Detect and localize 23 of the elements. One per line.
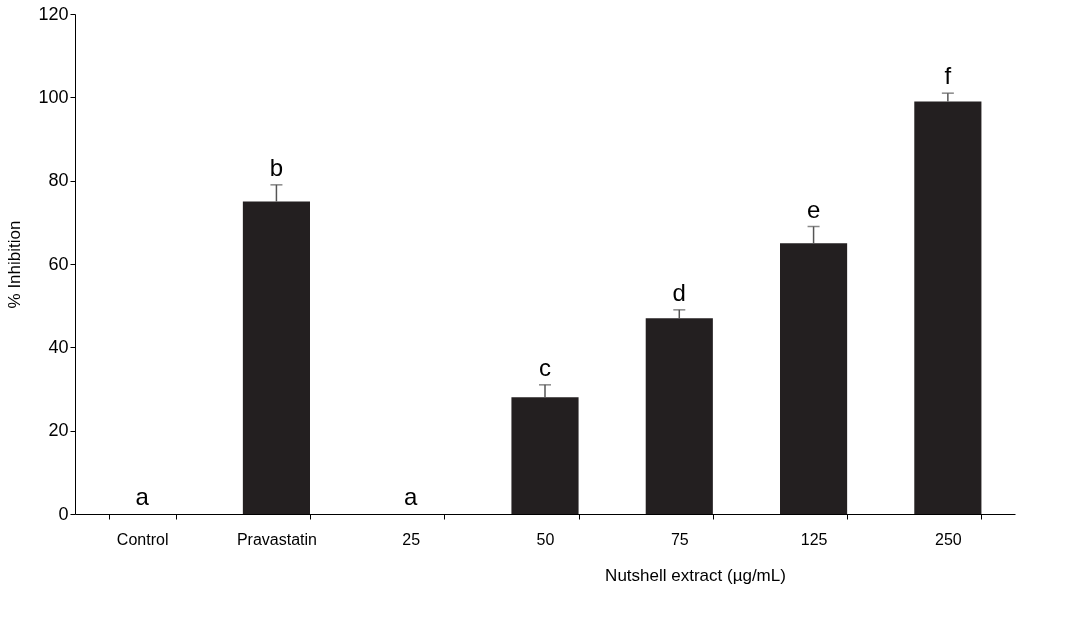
y-axis-title: % Inhibition — [5, 220, 25, 309]
y-tick-label: 100 — [38, 86, 69, 107]
annotation: d — [672, 278, 686, 306]
x-tick-label: 75 — [670, 530, 689, 548]
y-tick-label: 20 — [48, 420, 69, 441]
y-tick-label: 120 — [38, 3, 69, 24]
annotation: a — [404, 483, 419, 510]
x-axis-title: Nutshell extract (µg/mL) — [605, 565, 786, 585]
x-tick-label: 125 — [800, 530, 828, 548]
x-tick-label: 50 — [536, 530, 555, 548]
annotation: f — [944, 62, 952, 90]
x-tick-label: 25 — [402, 530, 421, 548]
annotation: e — [806, 195, 821, 223]
x-tick-label: Control — [116, 530, 169, 548]
y-tick-label: 40 — [48, 336, 69, 357]
y-tick-label: 0 — [58, 503, 69, 524]
annotation: c — [539, 353, 551, 381]
annotation: b — [269, 153, 284, 181]
y-tick-label: 80 — [48, 170, 69, 191]
x-tick-label: 250 — [935, 530, 962, 548]
annotation: a — [135, 483, 150, 510]
y-tick-label: 60 — [48, 253, 69, 274]
x-tick-label: Pravastatin — [236, 530, 317, 548]
